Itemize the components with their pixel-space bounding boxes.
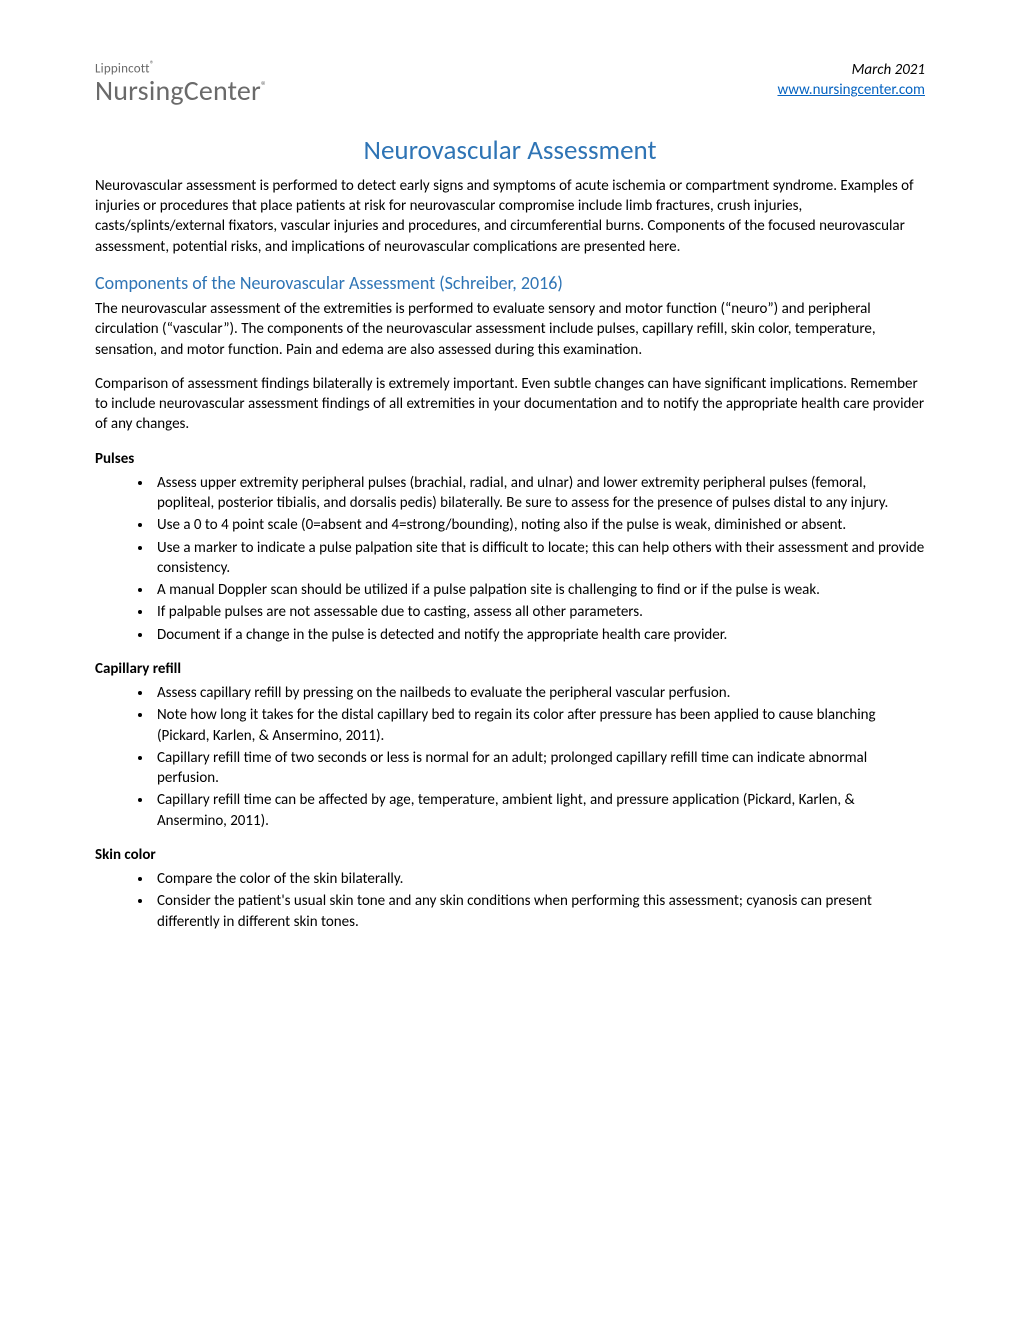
logo-main-line: NursingCenter® (95, 77, 267, 105)
list-item: Assess upper extremity peripheral pulses… (153, 473, 925, 514)
site-link[interactable]: www.nursingcenter.com (777, 81, 925, 99)
brand-logo: Lippincott® NursingCenter® (95, 60, 267, 105)
list-item: If palpable pulses are not assessable du… (153, 602, 925, 622)
list-item: Capillary refill time of two seconds or … (153, 748, 925, 789)
pulses-list: Assess upper extremity peripheral pulses… (95, 473, 925, 645)
list-item: Use a marker to indicate a pulse palpati… (153, 538, 925, 579)
list-item: Consider the patient's usual skin tone a… (153, 891, 925, 932)
document-title: Neurovascular Assessment (95, 133, 925, 169)
list-item: A manual Doppler scan should be utilized… (153, 580, 925, 600)
registered-icon: ® (150, 59, 155, 70)
section-heading-components: Components of the Neurovascular Assessme… (95, 271, 925, 295)
list-item: Use a 0 to 4 point scale (0=absent and 4… (153, 515, 925, 535)
registered-icon: ® (261, 80, 267, 94)
components-paragraph-1: The neurovascular assessment of the extr… (95, 299, 925, 360)
list-item: Capillary refill time can be affected by… (153, 790, 925, 831)
list-item: Assess capillary refill by pressing on t… (153, 683, 925, 703)
subheading-pulses: Pulses (95, 449, 925, 469)
skin-color-list: Compare the color of the skin bilaterall… (95, 869, 925, 932)
list-item: Compare the color of the skin bilaterall… (153, 869, 925, 889)
list-item: Document if a change in the pulse is det… (153, 625, 925, 645)
intro-paragraph: Neurovascular assessment is performed to… (95, 176, 925, 257)
page-header: Lippincott® NursingCenter® March 2021 ww… (95, 60, 925, 105)
subheading-capillary-refill: Capillary refill (95, 659, 925, 679)
capillary-list: Assess capillary refill by pressing on t… (95, 683, 925, 831)
subheading-skin-color: Skin color (95, 845, 925, 865)
components-paragraph-2: Comparison of assessment findings bilate… (95, 374, 925, 435)
document-date: March 2021 (777, 60, 925, 80)
logo-main-text: NursingCenter (95, 73, 261, 108)
list-item: Note how long it takes for the distal ca… (153, 705, 925, 746)
header-right: March 2021 www.nursingcenter.com (777, 60, 925, 101)
